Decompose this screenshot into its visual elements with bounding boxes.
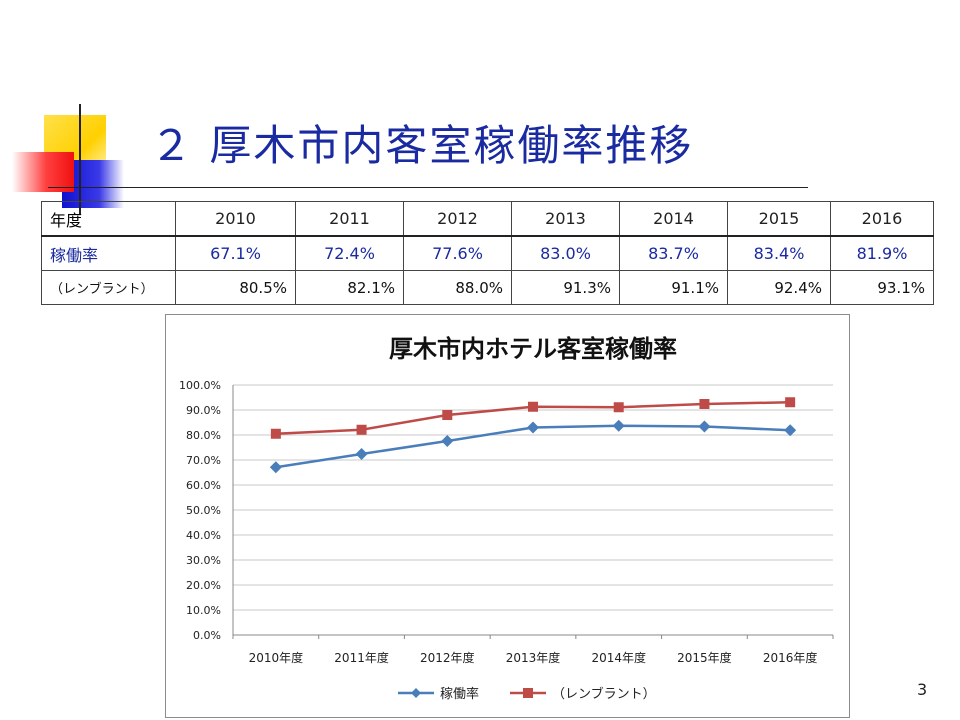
y-tick-label: 60.0%	[186, 479, 221, 492]
data-point	[784, 424, 797, 437]
table-cell: 77.6%	[403, 235, 512, 271]
table-cell: 72.4%	[295, 235, 404, 271]
table-cell: 93.1%	[830, 270, 934, 305]
data-point	[441, 435, 454, 447]
data-point	[356, 424, 367, 435]
y-tick-label: 10.0%	[186, 604, 221, 617]
table-header-cell: 年度	[41, 201, 176, 237]
x-tick-label: 2012年度	[420, 650, 475, 665]
data-point	[528, 401, 538, 412]
data-point	[613, 402, 624, 413]
decor-vertical-line	[79, 104, 81, 214]
table-row: （レンブラント） 80.5% 82.1% 88.0% 91.3% 91.1% 9…	[41, 270, 934, 305]
x-tick-label: 2010年度	[249, 650, 304, 665]
data-point	[442, 410, 453, 420]
table-header-cell: 2014	[619, 201, 728, 237]
occupancy-table: 年度 2010 2011 2012 2013 2014 2015 2016 稼働…	[41, 201, 934, 305]
table-cell: 88.0%	[403, 270, 512, 305]
y-tick-label: 90.0%	[186, 404, 221, 417]
x-tick-label: 2015年度	[677, 650, 732, 665]
data-point	[527, 421, 539, 434]
table-header-cell: 2015	[727, 201, 831, 237]
decor-red-square	[12, 152, 74, 192]
table-row: 稼働率 67.1% 72.4% 77.6% 83.0% 83.7% 83.4% …	[41, 235, 934, 271]
table-cell: 67.1%	[175, 235, 296, 271]
data-point	[785, 397, 796, 408]
x-tick-label: 2013年度	[506, 650, 561, 665]
data-point	[612, 419, 625, 432]
title-underline	[48, 187, 808, 188]
table-header-cell: 2010	[175, 201, 296, 237]
table-header-cell: 2016	[830, 201, 934, 237]
table-cell: 80.5%	[175, 270, 296, 305]
page-number: 3	[917, 680, 928, 699]
legend-label: （レンブラント）	[552, 686, 656, 702]
y-tick-label: 50.0%	[186, 504, 221, 517]
table-header-row: 年度 2010 2011 2012 2013 2014 2015 2016	[41, 201, 934, 237]
data-point	[270, 428, 281, 439]
x-tick-label: 2011年度	[334, 650, 389, 665]
chart-title: 厚木市内ホテル客室稼働率	[389, 335, 677, 363]
row-label: （レンブラント）	[41, 270, 176, 305]
table-header-cell: 2012	[403, 201, 512, 237]
table-cell: 83.7%	[619, 235, 728, 271]
table-header-cell: 2013	[511, 201, 620, 237]
legend-marker	[523, 688, 533, 698]
y-tick-label: 100.0%	[179, 379, 221, 392]
y-tick-label: 30.0%	[186, 554, 221, 567]
y-tick-label: 0.0%	[193, 629, 221, 642]
y-tick-label: 20.0%	[186, 579, 221, 592]
x-tick-label: 2014年度	[591, 650, 646, 665]
legend-label: 稼働率	[440, 686, 479, 702]
data-point	[699, 399, 710, 409]
table-cell: 81.9%	[830, 235, 934, 271]
table-cell: 82.1%	[295, 270, 404, 305]
x-tick-label: 2016年度	[763, 650, 818, 665]
data-point	[698, 420, 711, 433]
y-tick-label: 40.0%	[186, 529, 221, 542]
table-cell: 91.1%	[619, 270, 728, 305]
legend-marker	[411, 688, 421, 698]
slide-title: ２ 厚木市内客室稼働率推移	[150, 121, 694, 170]
y-tick-label: 70.0%	[186, 454, 221, 467]
data-point	[269, 461, 282, 474]
table-cell: 91.3%	[511, 270, 620, 305]
row-label: 稼働率	[41, 235, 176, 271]
chart-canvas: 厚木市内ホテル客室稼働率 0.0% 10.0% 20.0% 30.0% 40.0% 50.0…	[179, 335, 834, 702]
table-cell: 92.4%	[727, 270, 831, 305]
table-cell: 83.0%	[511, 235, 620, 271]
y-tick-label: 80.0%	[186, 429, 221, 442]
occupancy-chart: 厚木市内ホテル客室稼働率 0.0% 10.0% 20.0% 30.0% 40.0% 50.0…	[165, 314, 850, 718]
table-header-cell: 2011	[295, 201, 404, 237]
data-point	[355, 448, 368, 460]
table-cell: 83.4%	[727, 235, 831, 271]
